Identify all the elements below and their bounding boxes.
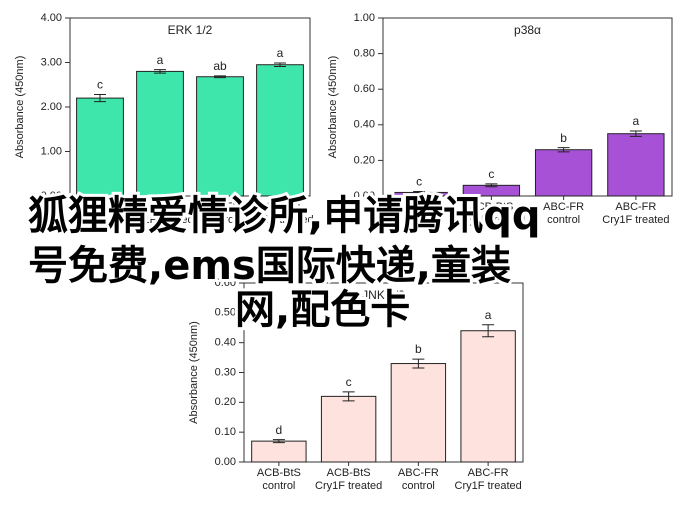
significance-letter: a (485, 308, 492, 322)
bar (256, 64, 304, 197)
x-tick-label: ACB-BtS control (397, 201, 442, 226)
x-tick-label: ABC-FR control (543, 201, 585, 226)
bar (607, 133, 665, 197)
bar (136, 70, 184, 197)
error-bar (482, 324, 495, 338)
y-tick-label: 0.00 (215, 456, 236, 468)
x-tick-label: ABC-FR control (199, 201, 241, 226)
error-bar (485, 183, 498, 188)
plot-frame (382, 17, 673, 197)
bar (390, 363, 447, 463)
error-bar (342, 391, 355, 402)
bar (460, 330, 516, 463)
y-tick-label: 0.40 (215, 337, 236, 349)
y-tick-label: 0.30 (215, 366, 236, 378)
significance-letter: a (633, 114, 640, 128)
x-tick-label: ACB-BtS Cry1F treated (457, 201, 525, 226)
significance-letter: c (97, 78, 103, 92)
significance-letter: d (276, 423, 283, 437)
y-tick-label: 1.00 (354, 12, 375, 24)
error-bar (274, 62, 286, 68)
y-tick-label: 0.80 (354, 48, 375, 60)
y-tick-label: 0.40 (354, 119, 375, 131)
significance-letter: c (416, 175, 422, 189)
error-bar (154, 69, 166, 74)
y-tick-label: 0.60 (354, 83, 375, 95)
error-bar (214, 75, 226, 79)
error-bar (412, 358, 425, 369)
x-tick-label: ACB-BtS control (256, 467, 301, 492)
x-tick-label: ABC-FR Cry1F treated (602, 201, 670, 226)
y-tick-label: 0.00 (354, 190, 375, 202)
significance-letter: c (346, 375, 352, 389)
error-bar (557, 147, 570, 153)
x-tick-label: ACB-BtS control (77, 201, 122, 226)
y-tick-label: 0.00 (41, 190, 62, 202)
y-tick-label: 1.00 (41, 145, 62, 157)
bar (196, 76, 244, 197)
error-bar (94, 94, 106, 103)
error-bar (629, 130, 642, 137)
x-tick-label: ABC-FR Cry1F treated (454, 467, 522, 492)
y-axis-label: Absorbance (450nm) (327, 56, 339, 159)
x-tick-label: ACB-BtS Cry1F treated (126, 201, 194, 226)
significance-letter: c (488, 167, 494, 181)
significance-letter: a (157, 53, 164, 67)
chart-title: ERK 1/2 (168, 23, 213, 37)
y-tick-label: 2.00 (41, 101, 62, 113)
y-tick-label: 4.00 (41, 12, 62, 24)
y-axis-label: Absorbance (450nm) (188, 321, 200, 424)
bar (251, 440, 307, 463)
bar (534, 149, 593, 197)
significance-letter: ab (213, 59, 227, 73)
chart-title: JNK 1/2 (362, 288, 405, 302)
significance-letter: b (415, 342, 422, 356)
x-tick-label: ABC-FR control (397, 467, 439, 492)
bar (320, 395, 377, 463)
error-bar (413, 191, 426, 194)
y-tick-label: 0.10 (215, 426, 236, 438)
y-tick-label: 0.20 (215, 396, 236, 408)
significance-letter: b (560, 131, 567, 145)
y-tick-label: 3.00 (41, 56, 62, 68)
error-bar (272, 439, 285, 444)
overlay-text: 号免费,ems国际快递,童装 (25, 241, 514, 291)
y-tick-label: 0.50 (215, 307, 236, 319)
overlay-text: 狐狸精爱情诊所,申请腾讯qq (25, 191, 543, 241)
overlay-text: 网,配色卡 (232, 285, 413, 335)
y-tick-label: 0.20 (354, 154, 375, 166)
x-tick-label: ACB-BtS Cry1F treated (315, 467, 383, 492)
y-tick-label: 0.60 (215, 277, 236, 289)
bar (76, 97, 124, 197)
x-tick-label: ABC-FR Cry1F treated (246, 201, 314, 226)
y-axis-label: Absorbance (450nm) (14, 56, 26, 159)
significance-letter: a (277, 46, 284, 60)
chart-title: p38α (514, 23, 541, 37)
